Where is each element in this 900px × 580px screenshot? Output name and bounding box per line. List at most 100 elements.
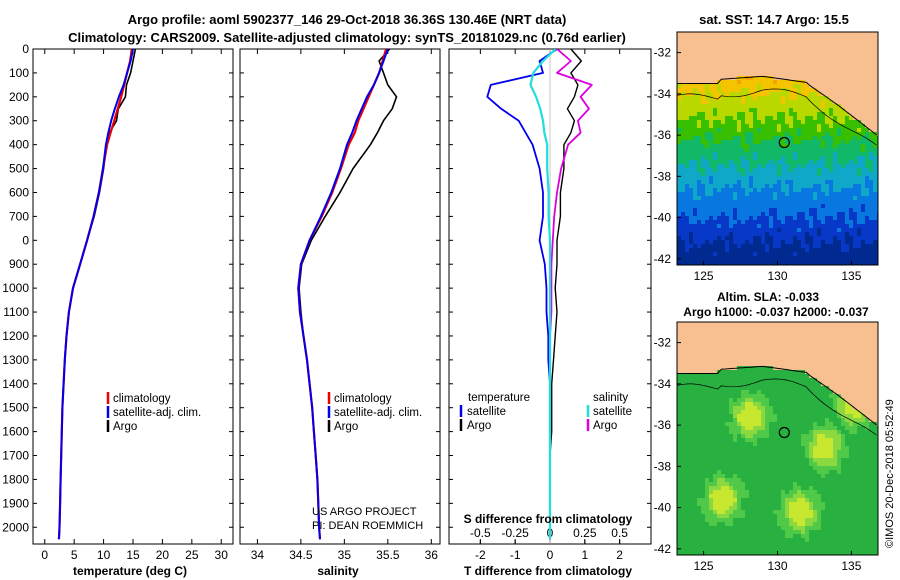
map-cell <box>765 72 769 76</box>
map-cell <box>853 338 857 342</box>
map-cell <box>865 56 869 60</box>
map-cell <box>849 132 853 136</box>
isobath-contour <box>677 88 877 146</box>
map-cell <box>737 446 741 450</box>
map-cell <box>821 390 825 394</box>
map-cell <box>777 418 781 422</box>
map-cell <box>793 410 797 414</box>
map-cell <box>793 180 797 184</box>
map-cell <box>717 398 721 402</box>
map-cell <box>753 248 757 252</box>
map-cell <box>757 64 761 68</box>
map-cell <box>829 228 833 232</box>
map-cell <box>813 442 817 446</box>
map-cell <box>689 136 693 140</box>
map-cell <box>833 410 837 414</box>
map-cell <box>721 418 725 422</box>
map-cell <box>773 100 777 104</box>
map-cell <box>785 156 789 160</box>
map-cell <box>833 354 837 358</box>
map-cell <box>845 256 849 260</box>
map-cell <box>869 260 873 264</box>
map-cell <box>777 256 781 260</box>
map-cell <box>801 358 805 362</box>
map-cell <box>837 76 841 80</box>
map-cell <box>853 378 857 382</box>
map-cell <box>749 64 753 68</box>
map-cell <box>805 426 809 430</box>
map-cell <box>697 322 701 326</box>
map-cell <box>813 212 817 216</box>
map-cell <box>793 192 797 196</box>
map-cell <box>741 68 745 72</box>
map-cell <box>825 418 829 422</box>
map-cell <box>729 446 733 450</box>
map-cell <box>717 188 721 192</box>
map-cell <box>717 208 721 212</box>
map-cell <box>729 48 733 52</box>
legend-label-t-satellite: satellite <box>467 406 506 418</box>
s-tick-label: 0.5 <box>611 526 628 540</box>
map-cell <box>693 176 697 180</box>
map-cell <box>785 204 789 208</box>
map-cell <box>769 56 773 60</box>
map-cell <box>769 402 773 406</box>
map-cell <box>685 192 689 196</box>
map-cell <box>865 346 869 350</box>
map-cell <box>797 366 801 370</box>
map-cell <box>833 72 837 76</box>
map-cell <box>749 422 753 426</box>
map-cell <box>833 56 837 60</box>
map-cell <box>857 152 861 156</box>
map-cell <box>685 406 689 410</box>
map-cell <box>697 96 701 100</box>
map-cell <box>869 446 873 450</box>
map-cell <box>861 168 865 172</box>
map-cell <box>801 196 805 200</box>
map-cell <box>773 156 777 160</box>
map-cell <box>781 244 785 248</box>
map-cell <box>825 144 829 148</box>
map-cell <box>853 362 857 366</box>
map-cell <box>809 438 813 442</box>
map-cell <box>741 132 745 136</box>
map-cell <box>677 398 681 402</box>
map-cell <box>813 136 817 140</box>
map-cell <box>861 446 865 450</box>
map-cell <box>677 132 681 136</box>
map-cell <box>697 342 701 346</box>
map-cell <box>713 370 717 374</box>
map-cell <box>821 140 825 144</box>
map-cell <box>753 156 757 160</box>
map-cell <box>861 326 865 330</box>
map-cell <box>701 140 705 144</box>
map-cell <box>845 72 849 76</box>
map-cell <box>833 176 837 180</box>
map-cell <box>873 68 877 72</box>
map-cell <box>789 212 793 216</box>
map-cell <box>813 180 817 184</box>
map-cell <box>869 116 873 120</box>
map-cell <box>745 236 749 240</box>
map-cell <box>817 434 821 438</box>
map-cell <box>857 252 861 256</box>
map-cell <box>849 426 853 430</box>
map-cell <box>681 140 685 144</box>
map-cell <box>809 358 813 362</box>
map-cell <box>725 76 729 80</box>
map-cell <box>697 450 701 454</box>
map-cell <box>797 342 801 346</box>
map-cell <box>837 92 841 96</box>
map-cell <box>761 216 765 220</box>
map-cell <box>741 100 745 104</box>
map-cell <box>709 164 713 168</box>
map-cell <box>825 60 829 64</box>
map-cell <box>697 56 701 60</box>
map-cell <box>813 378 817 382</box>
map-cell <box>853 342 857 346</box>
map-cell <box>769 188 773 192</box>
map-cell <box>797 232 801 236</box>
map-cell <box>705 176 709 180</box>
map-cell <box>765 382 769 386</box>
map-cell <box>869 374 873 378</box>
